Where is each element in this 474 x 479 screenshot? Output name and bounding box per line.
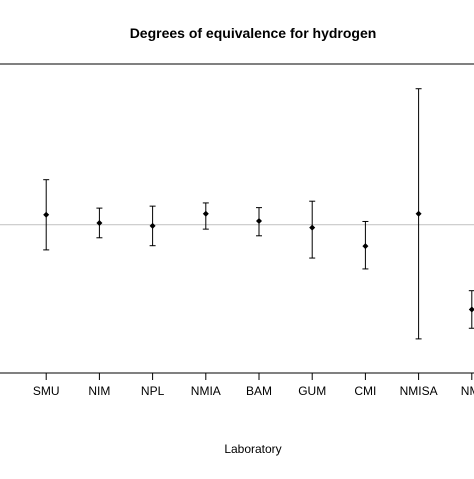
data-point-marker [96, 219, 103, 226]
x-tick-label: GUM [298, 384, 326, 398]
data-point-cmi [362, 220, 369, 270]
data-marks [43, 88, 474, 340]
data-point-gum [309, 200, 316, 259]
x-tick-label: NMISA [400, 384, 438, 398]
data-point-nim [96, 207, 103, 239]
data-point-marker [202, 210, 209, 217]
x-tick-label: CMI [354, 384, 376, 398]
x-tick-label: BAM [246, 384, 272, 398]
data-point-npl [149, 205, 156, 247]
data-point-smu [43, 179, 50, 251]
data-point-marker [362, 243, 369, 250]
x-tick-label: NMIA [191, 384, 221, 398]
x-tick-label: NPL [141, 384, 165, 398]
data-point-nmia [202, 202, 209, 230]
data-point-marker [309, 224, 316, 231]
x-tick-label: NMI [461, 384, 474, 398]
data-point-nmisa [415, 88, 422, 340]
data-point-nmi [468, 290, 474, 329]
data-point-marker [149, 222, 156, 229]
x-tick-label: SMU [33, 384, 60, 398]
chart-title: Degrees of equivalence for hydrogen [130, 25, 377, 41]
plot-frame [0, 63, 474, 374]
x-tick-label: NIM [88, 384, 110, 398]
data-point-marker [415, 210, 422, 217]
data-point-marker [256, 217, 262, 224]
x-axis: MSMUNIMNPLNMIABAMGUMCMINMISANMI [33, 373, 474, 398]
data-point-marker [43, 211, 50, 218]
data-point-bam [256, 207, 262, 237]
data-point-marker [468, 306, 474, 313]
x-axis-label: Laboratory [224, 442, 281, 456]
